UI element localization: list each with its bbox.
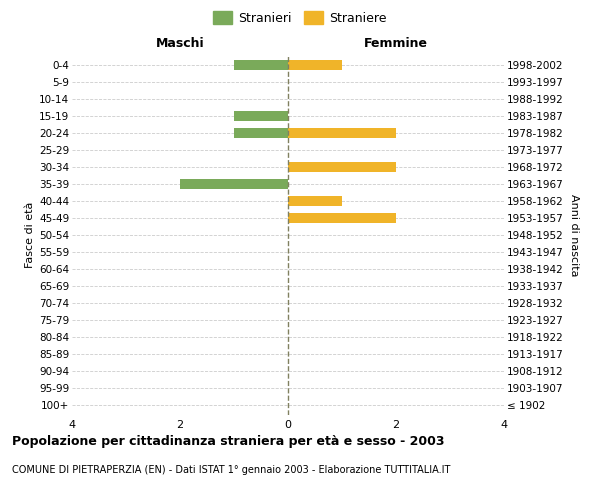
Legend: Stranieri, Straniere: Stranieri, Straniere [213,11,387,25]
Bar [234,128,288,138]
Text: COMUNE DI PIETRAPERZIA (EN) - Dati ISTAT 1° gennaio 2003 - Elaborazione TUTTITAL: COMUNE DI PIETRAPERZIA (EN) - Dati ISTAT… [12,465,451,475]
Y-axis label: Fasce di età: Fasce di età [25,202,35,268]
Bar [288,213,396,223]
Bar [288,162,396,172]
Text: Popolazione per cittadinanza straniera per età e sesso - 2003: Popolazione per cittadinanza straniera p… [12,435,445,448]
Y-axis label: Anni di nascita: Anni di nascita [569,194,579,276]
Bar [288,60,342,70]
Text: Femmine: Femmine [364,37,428,50]
Text: Maschi: Maschi [155,37,205,50]
Bar [180,179,288,189]
Bar [234,60,288,70]
Bar [288,196,342,206]
Bar [234,111,288,121]
Bar [288,128,396,138]
